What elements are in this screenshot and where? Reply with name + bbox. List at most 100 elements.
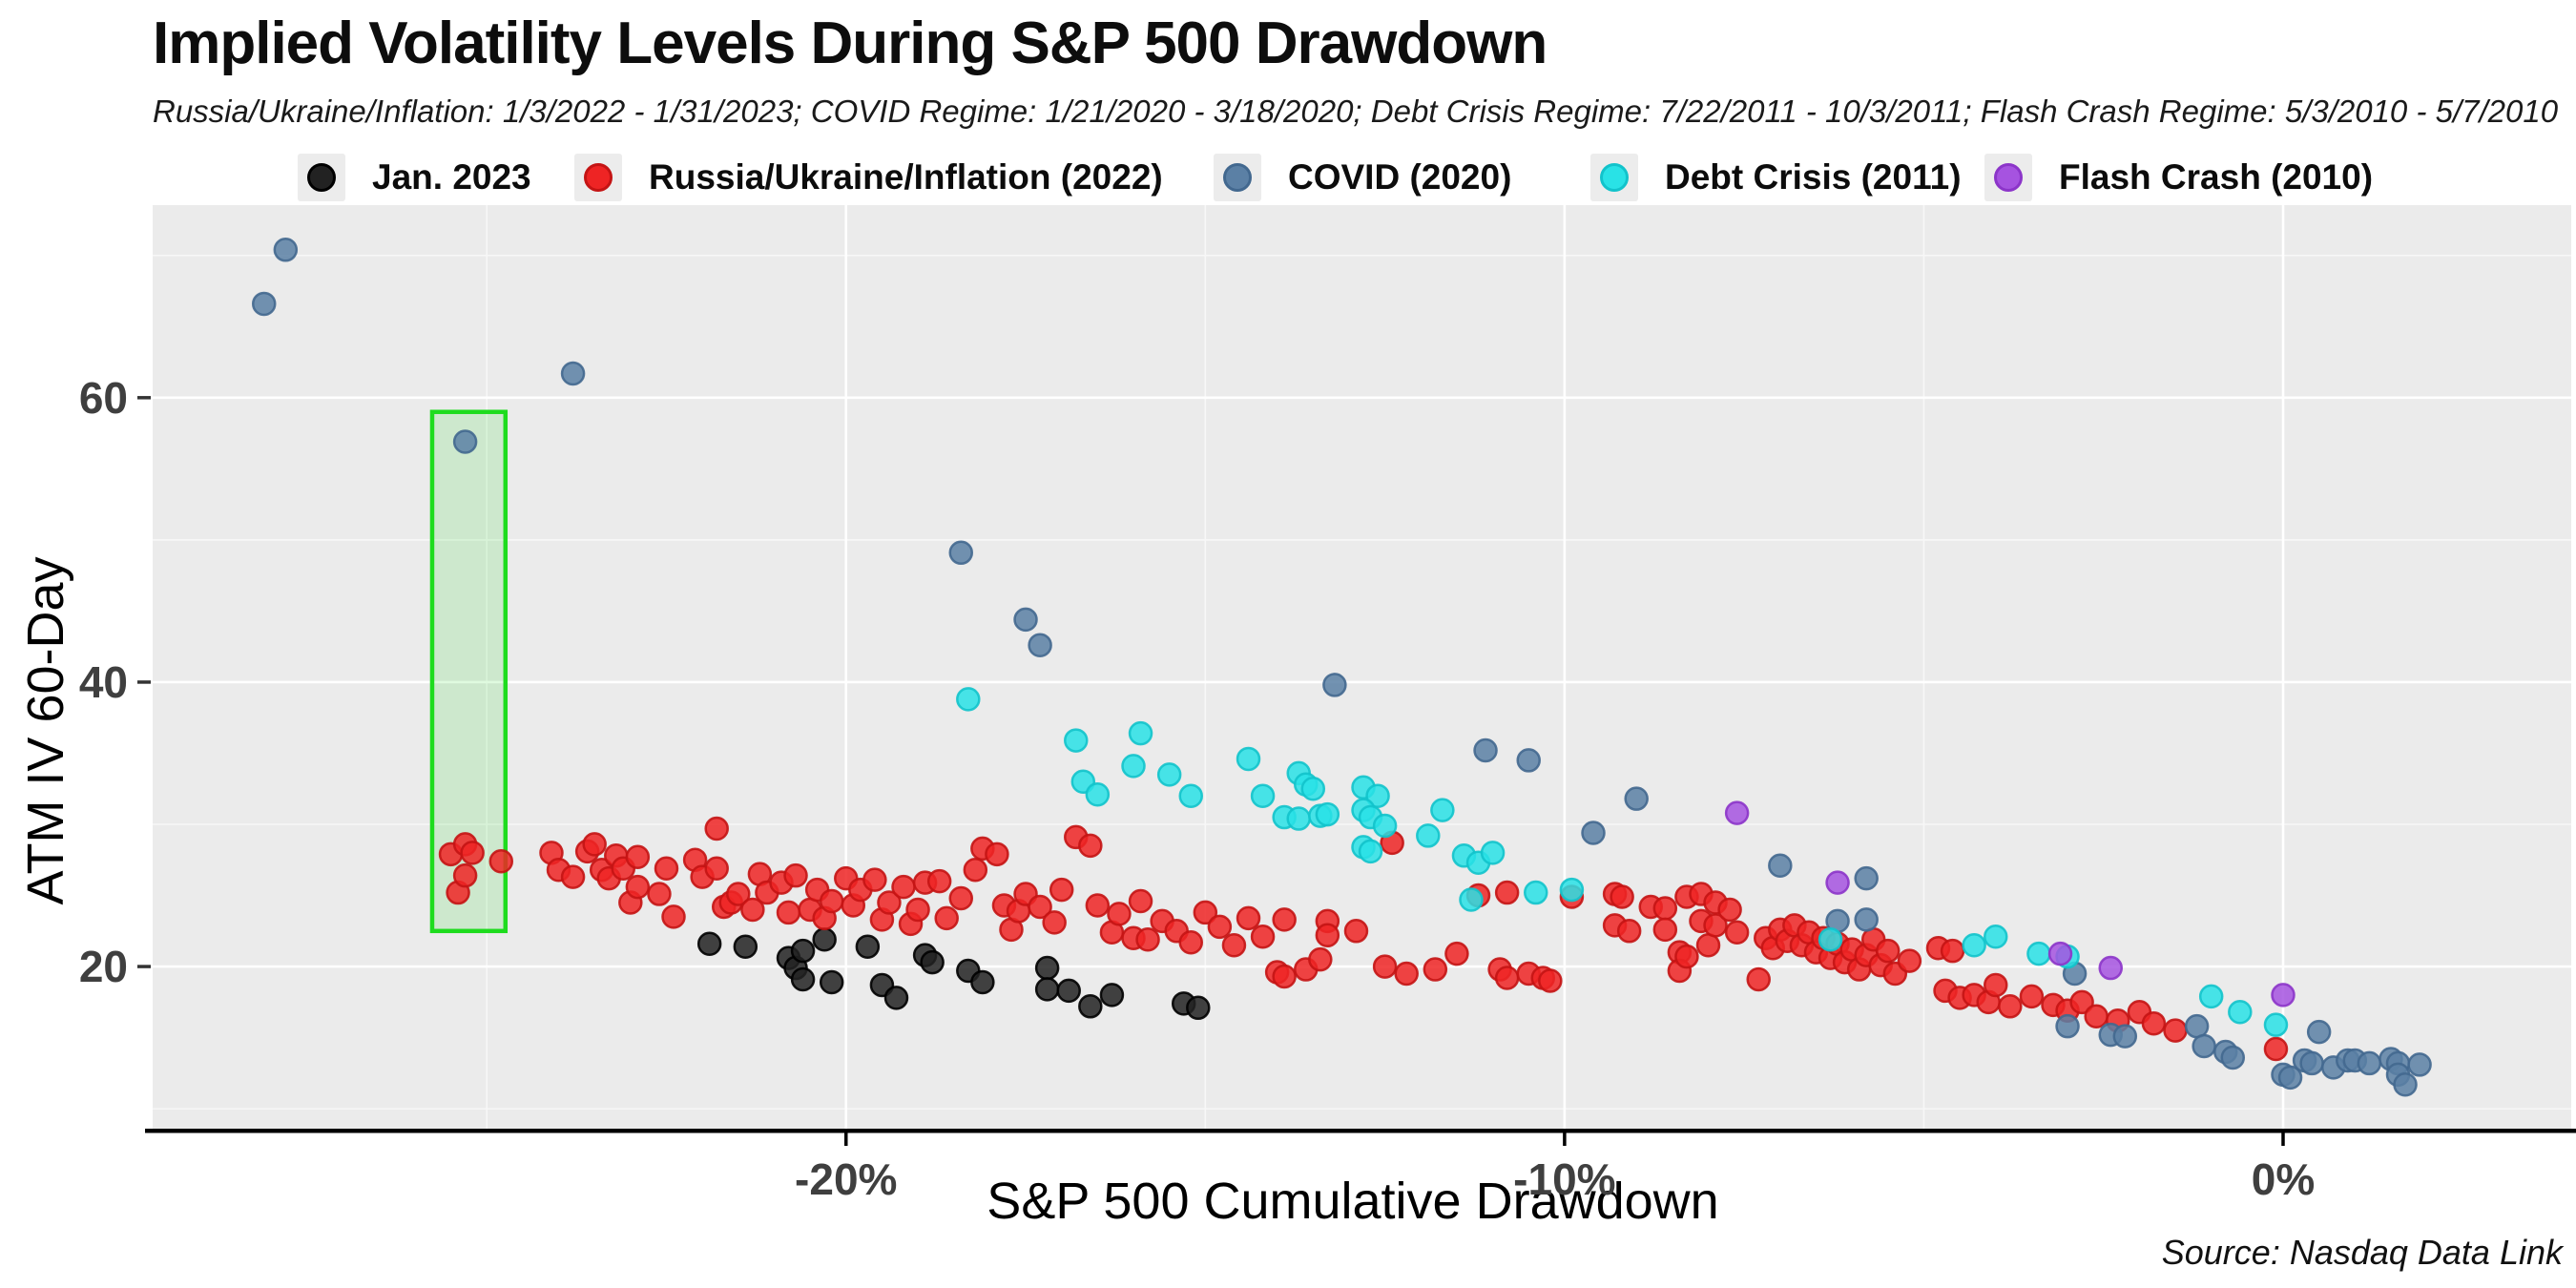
data-point-series-0 — [790, 938, 816, 964]
data-point-series-1 — [2069, 989, 2094, 1015]
data-point-series-1 — [1128, 888, 1153, 914]
data-point-series-1 — [1984, 972, 2008, 998]
legend-key — [1214, 154, 1261, 201]
data-point-series-4 — [2271, 983, 2296, 1008]
data-point-series-3 — [1315, 801, 1340, 827]
data-point-series-1 — [963, 857, 988, 883]
legend-dot-icon — [1600, 163, 1629, 192]
data-point-series-0 — [1099, 983, 1125, 1008]
data-point-series-2 — [1854, 865, 1879, 891]
data-point-series-1 — [661, 904, 686, 929]
data-point-series-1 — [862, 867, 887, 892]
data-point-series-1 — [1049, 877, 1074, 903]
data-point-series-1 — [2084, 1004, 2109, 1028]
data-point-series-1 — [488, 849, 514, 874]
data-point-series-3 — [1480, 841, 1506, 865]
data-point-series-1 — [1078, 833, 1103, 859]
chart-title: Implied Volatility Levels During S&P 500… — [153, 10, 1548, 76]
data-point-series-1 — [740, 897, 765, 923]
data-point-series-0 — [883, 986, 909, 1010]
data-point-series-3 — [2263, 1012, 2289, 1037]
data-point-series-1 — [1042, 910, 1067, 935]
data-point-series-3 — [2026, 941, 2051, 966]
data-point-series-1 — [582, 832, 607, 857]
data-point-series-0 — [812, 926, 837, 952]
data-point-series-2 — [2393, 1072, 2418, 1097]
data-point-series-3 — [1459, 887, 1484, 912]
data-point-series-2 — [273, 238, 299, 262]
data-point-series-1 — [560, 864, 586, 889]
data-point-series-0 — [1056, 978, 1081, 1004]
data-point-series-3 — [1128, 720, 1153, 746]
data-point-series-1 — [1494, 966, 1520, 990]
legend-dot-icon — [1223, 163, 1252, 192]
data-point-series-4 — [1825, 870, 1850, 895]
legend-item: Debt Crisis (2011) — [1590, 153, 1962, 202]
data-point-series-0 — [1034, 955, 1060, 981]
data-point-series-1 — [905, 897, 930, 923]
data-point-series-1 — [1674, 944, 1699, 969]
data-point-series-3 — [956, 687, 981, 712]
data-point-series-3 — [1372, 813, 1398, 839]
data-point-series-1 — [926, 868, 952, 894]
data-point-series-1 — [1610, 884, 1634, 909]
data-point-series-0 — [819, 969, 844, 995]
data-point-series-1 — [1085, 893, 1111, 918]
legend-key — [1984, 154, 2032, 201]
data-point-series-1 — [1107, 902, 1132, 926]
legend-key — [1590, 154, 1638, 201]
x-tick-label: 0% — [2251, 1154, 2316, 1204]
data-point-series-1 — [625, 874, 651, 900]
data-point-series-1 — [460, 841, 485, 865]
data-point-series-3 — [1416, 823, 1441, 848]
data-point-series-1 — [1193, 900, 1218, 925]
data-point-series-1 — [934, 905, 959, 931]
legend-item: Flash Crash (2010) — [1984, 153, 2373, 202]
y-tick-label: 40 — [78, 656, 128, 707]
data-point-series-2 — [1624, 786, 1649, 811]
data-point-series-1 — [625, 844, 651, 870]
data-point-series-1 — [783, 862, 808, 888]
data-point-series-1 — [452, 862, 478, 888]
data-point-series-0 — [970, 969, 995, 995]
data-point-series-3 — [1178, 783, 1204, 808]
data-point-series-1 — [1998, 994, 2023, 1019]
data-point-series-3 — [1085, 781, 1111, 807]
legend-label: Jan. 2023 — [372, 157, 531, 197]
data-point-series-1 — [1207, 914, 1233, 940]
data-point-series-3 — [1064, 728, 1089, 753]
data-point-series-2 — [1028, 633, 1052, 657]
data-point-series-2 — [1581, 821, 1606, 845]
data-point-series-3 — [1818, 926, 1843, 952]
data-point-series-1 — [647, 882, 672, 906]
data-point-series-1 — [1876, 938, 1901, 964]
legend-label: Debt Crisis (2011) — [1665, 157, 1962, 197]
data-point-series-3 — [1236, 746, 1261, 772]
data-point-series-3 — [1365, 783, 1390, 808]
data-point-series-2 — [2357, 1050, 2382, 1076]
data-point-series-1 — [1423, 957, 1448, 982]
data-point-series-1 — [1746, 966, 1771, 992]
y-axis-title: ATM IV 60-Day — [17, 556, 74, 905]
data-point-series-1 — [1652, 896, 1678, 921]
data-point-series-2 — [2055, 1013, 2080, 1039]
data-point-series-3 — [1524, 880, 1548, 905]
data-point-series-3 — [1559, 877, 1585, 903]
data-point-series-1 — [1717, 897, 1742, 923]
legend-label: COVID (2020) — [1288, 157, 1512, 197]
source-caption: Source: Nasdaq Data Link — [2161, 1233, 2563, 1272]
data-point-series-2 — [1768, 853, 1793, 878]
data-point-series-3 — [1250, 783, 1276, 808]
data-point-series-1 — [1724, 920, 1750, 945]
data-point-series-3 — [1430, 798, 1455, 822]
legend-dot-icon — [584, 163, 613, 192]
data-point-series-1 — [1272, 907, 1297, 932]
data-point-series-1 — [1372, 954, 1398, 979]
data-point-series-0 — [920, 949, 945, 975]
data-point-series-2 — [948, 540, 974, 566]
legend-label: Russia/Ukraine/Inflation (2022) — [649, 157, 1163, 197]
data-point-series-2 — [452, 429, 478, 454]
x-axis-title: S&P 500 Cumulative Drawdown — [987, 1173, 1719, 1230]
